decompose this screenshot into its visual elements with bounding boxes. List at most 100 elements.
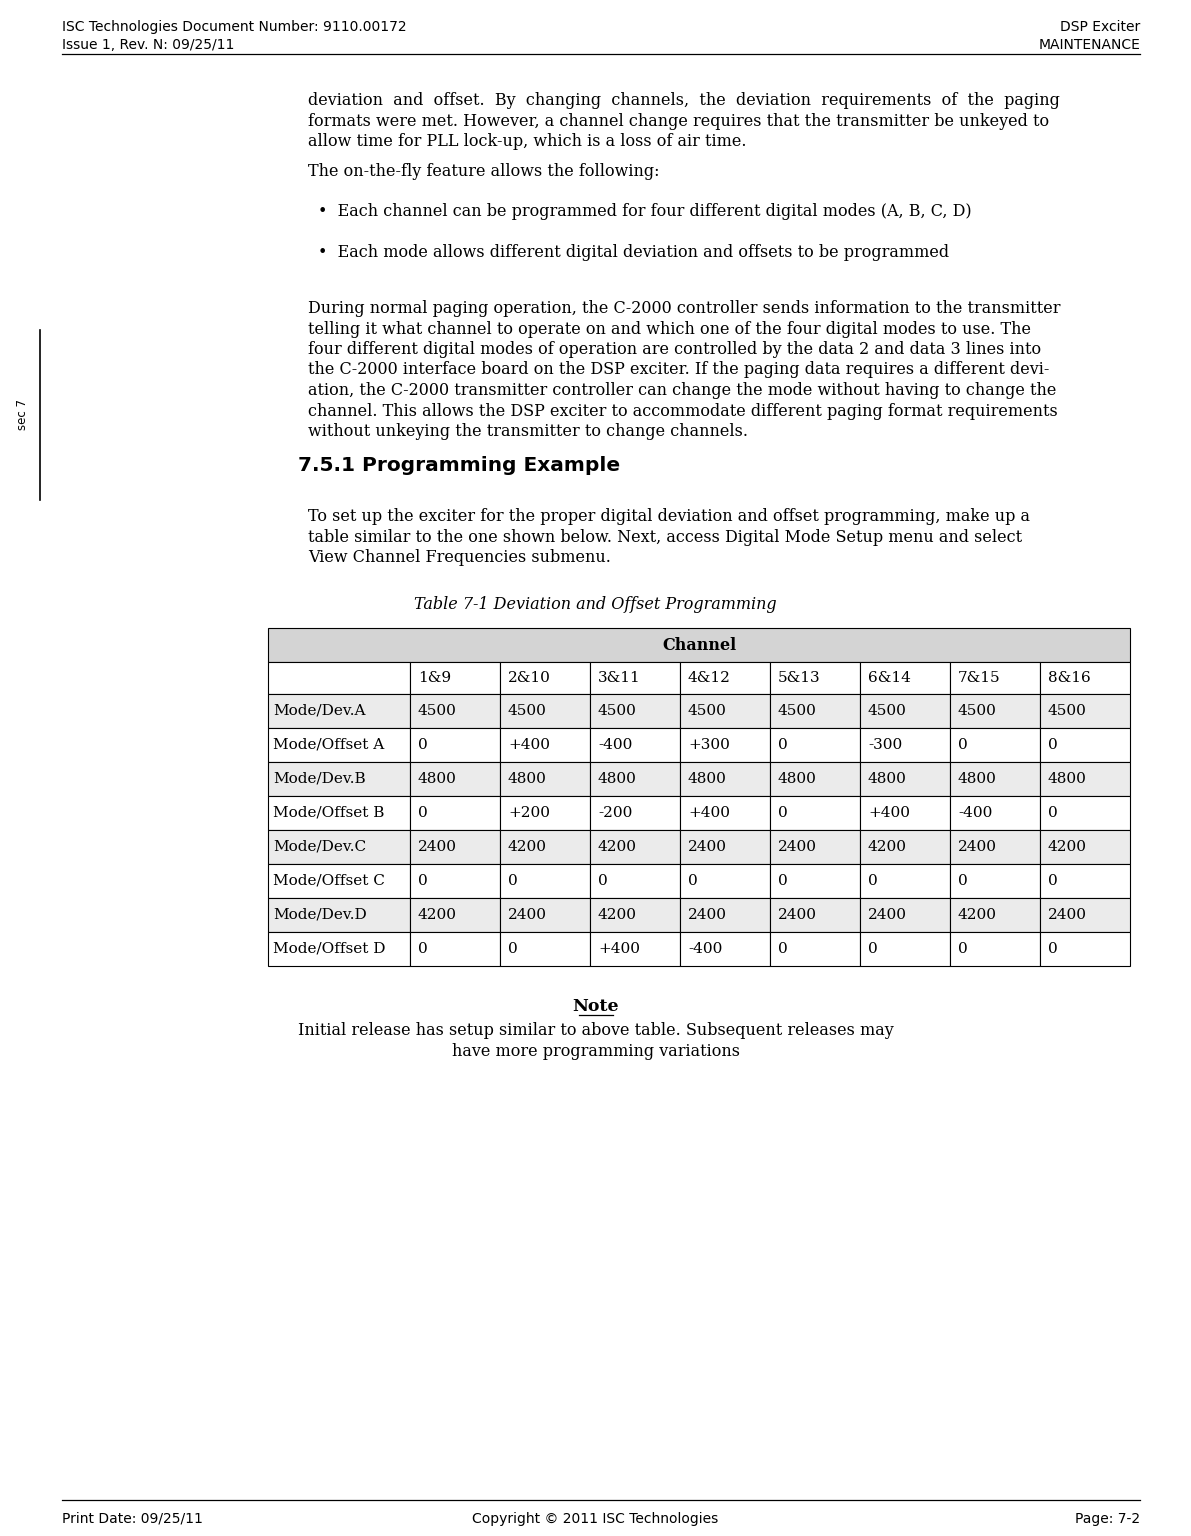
Text: 0: 0 [688,874,698,888]
Text: 4500: 4500 [509,703,547,717]
Text: 2400: 2400 [688,840,727,854]
Text: +400: +400 [598,942,640,955]
Bar [860,932,950,966]
Text: Mode/Offset D: Mode/Offset D [273,942,386,955]
Text: 0: 0 [778,942,787,955]
Text: 4&12: 4&12 [688,671,731,685]
Text: Mode/Offset B: Mode/Offset B [273,806,385,820]
Text: ISC Technologies Document Number: 9110.00172: ISC Technologies Document Number: 9110.0… [62,20,406,34]
Bar [500,728,590,762]
Bar [1040,694,1130,728]
Bar [1040,863,1130,899]
Text: Mode/Offset C: Mode/Offset C [273,874,385,888]
Text: Print Date: 09/25/11: Print Date: 09/25/11 [62,1511,202,1525]
Bar [268,863,410,899]
Text: the C-2000 interface board on the DSP exciter. If the paging data requires a dif: the C-2000 interface board on the DSP ex… [308,361,1049,378]
Text: 3&11: 3&11 [598,671,641,685]
Text: 4500: 4500 [778,703,817,717]
Bar [680,662,771,694]
Text: Copyright © 2011 ISC Technologies: Copyright © 2011 ISC Technologies [473,1511,718,1525]
Bar [680,863,771,899]
Text: 4500: 4500 [958,703,997,717]
Bar [500,762,590,796]
Bar [1040,762,1130,796]
Text: 0: 0 [418,942,428,955]
Bar [1040,932,1130,966]
Text: Issue 1, Rev. N: 09/25/11: Issue 1, Rev. N: 09/25/11 [62,38,235,52]
Text: without unkeying the transmitter to change channels.: without unkeying the transmitter to chan… [308,422,748,439]
Bar [680,796,771,829]
Bar [268,899,410,932]
Text: 4800: 4800 [1048,773,1087,786]
Bar [590,932,680,966]
Bar [771,728,860,762]
Text: 7.5.1 Programming Example: 7.5.1 Programming Example [298,456,621,475]
Text: +300: +300 [688,737,730,753]
Bar [950,932,1040,966]
Bar [950,662,1040,694]
Bar [410,796,500,829]
Text: deviation  and  offset.  By  changing  channels,  the  deviation  requirements  : deviation and offset. By changing channe… [308,92,1060,109]
Text: Mode/Dev.B: Mode/Dev.B [273,773,366,786]
Bar [268,728,410,762]
Text: have more programming variations: have more programming variations [451,1043,740,1060]
Text: -300: -300 [868,737,903,753]
Text: 2400: 2400 [868,908,908,922]
Bar [590,728,680,762]
Text: •  Each channel can be programmed for four different digital modes (A, B, C, D): • Each channel can be programmed for fou… [318,203,972,220]
Text: Mode/Dev.C: Mode/Dev.C [273,840,366,854]
Text: +400: +400 [688,806,730,820]
Bar [860,796,950,829]
Text: 2400: 2400 [1048,908,1087,922]
Text: 6&14: 6&14 [868,671,911,685]
Bar [1040,728,1130,762]
Text: 4200: 4200 [598,908,637,922]
Text: 0: 0 [509,874,518,888]
Bar [771,694,860,728]
Bar [771,796,860,829]
Text: 4500: 4500 [688,703,727,717]
Text: formats were met. However, a channel change requires that the transmitter be unk: formats were met. However, a channel cha… [308,112,1049,129]
Text: •  Each mode allows different digital deviation and offsets to be programmed: • Each mode allows different digital dev… [318,244,949,261]
Text: 4800: 4800 [509,773,547,786]
Bar [500,863,590,899]
Bar [590,762,680,796]
Text: 4800: 4800 [958,773,997,786]
Text: 0: 0 [1048,737,1058,753]
Text: 1&9: 1&9 [418,671,451,685]
Text: 4200: 4200 [1048,840,1087,854]
Bar [410,932,500,966]
Text: 4500: 4500 [1048,703,1087,717]
Text: DSP Exciter: DSP Exciter [1060,20,1140,34]
Bar [680,762,771,796]
Text: table similar to the one shown below. Next, access Digital Mode Setup menu and s: table similar to the one shown below. Ne… [308,528,1022,545]
Bar [1040,662,1130,694]
Bar [268,662,410,694]
Text: To set up the exciter for the proper digital deviation and offset programming, m: To set up the exciter for the proper dig… [308,508,1030,525]
Text: four different digital modes of operation are controlled by the data 2 and data : four different digital modes of operatio… [308,341,1041,358]
Text: 2400: 2400 [958,840,997,854]
Bar [268,762,410,796]
Bar [500,829,590,863]
Text: 0: 0 [958,874,968,888]
Bar [1040,796,1130,829]
Text: 0: 0 [868,942,878,955]
Text: 0: 0 [1048,874,1058,888]
Text: 0: 0 [868,874,878,888]
Text: During normal paging operation, the C-2000 controller sends information to the t: During normal paging operation, the C-20… [308,300,1060,316]
Bar [410,899,500,932]
Text: -200: -200 [598,806,632,820]
Bar [268,694,410,728]
Text: allow time for PLL lock-up, which is a loss of air time.: allow time for PLL lock-up, which is a l… [308,134,747,151]
Bar [500,662,590,694]
Text: 2&10: 2&10 [509,671,551,685]
Bar [268,796,410,829]
Bar [771,662,860,694]
Text: 0: 0 [418,806,428,820]
Bar [860,762,950,796]
Text: 2400: 2400 [509,908,547,922]
Text: 4200: 4200 [509,840,547,854]
Text: Initial release has setup similar to above table. Subsequent releases may: Initial release has setup similar to abo… [298,1021,893,1038]
Text: 0: 0 [598,874,607,888]
Text: 4800: 4800 [868,773,906,786]
